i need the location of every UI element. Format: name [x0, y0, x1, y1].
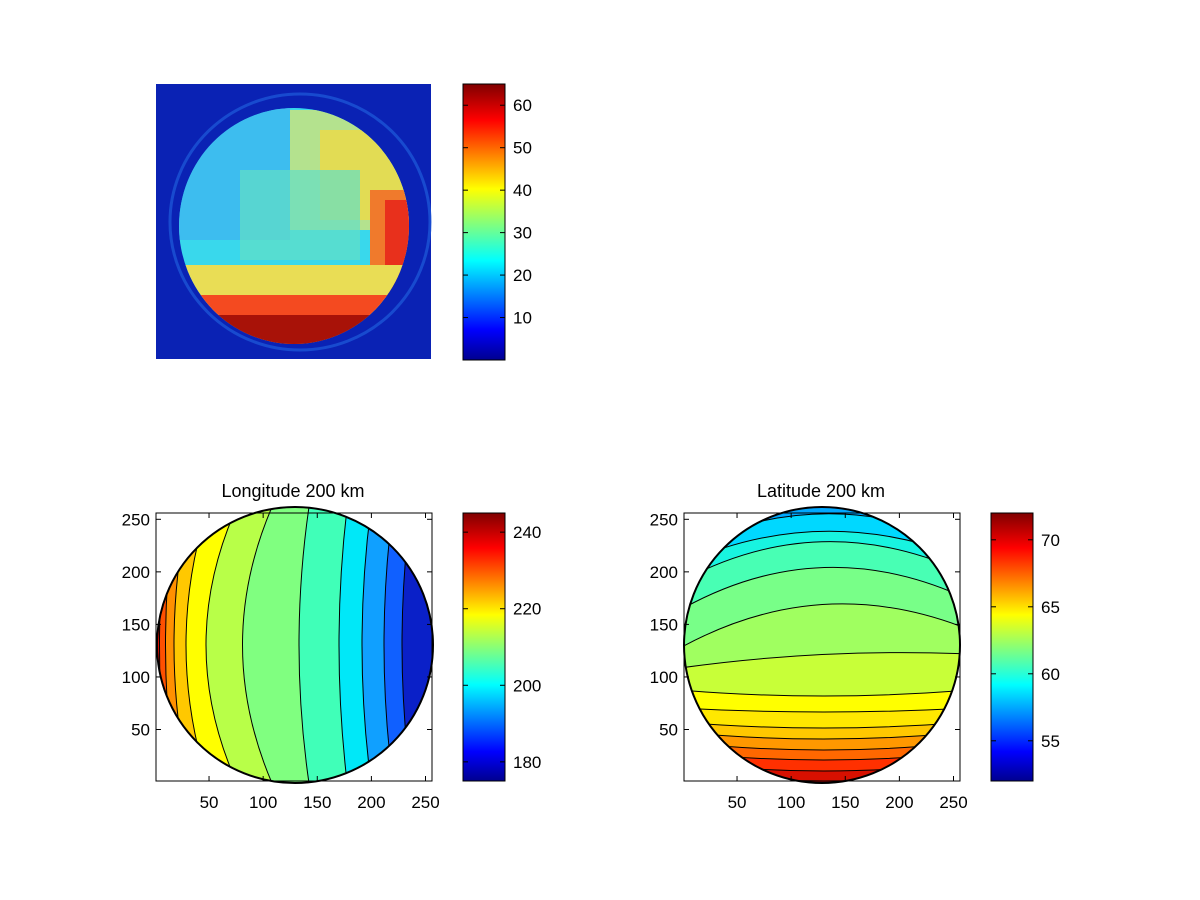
longitude-ytick-label: 250 [122, 510, 150, 529]
latitude-colorbar-tick-label: 60 [1041, 665, 1060, 684]
latitude-ytick-label: 200 [650, 563, 678, 582]
latitude-xtick-label: 250 [939, 793, 967, 812]
image-colorbar-tick-label: 40 [513, 181, 532, 200]
image-colorbar-tick-label: 10 [513, 309, 532, 328]
longitude-colorbar-tick-label: 220 [513, 600, 541, 619]
latitude-colorbar-tick-label: 70 [1041, 531, 1060, 550]
image-colorbar-tick-label: 20 [513, 266, 532, 285]
latitude-ytick-label: 150 [650, 615, 678, 634]
longitude-ytick-label: 200 [122, 563, 150, 582]
latitude-colorbar-tick-label: 55 [1041, 732, 1060, 751]
image-colorbar: 10 20 30 40 50 60 [462, 83, 532, 361]
image-colorbar-tick-label: 30 [513, 224, 532, 243]
longitude-ytick-label: 50 [131, 721, 150, 740]
latitude-colorbar-tick-label: 65 [1041, 598, 1060, 617]
longitude-xtick-label: 250 [411, 793, 439, 812]
longitude-xtick-label: 50 [200, 793, 219, 812]
latitude-panel: Latitude 200 km [650, 481, 968, 812]
longitude-colorbar-tick-label: 200 [513, 676, 541, 695]
latitude-colorbar: 55 60 65 70 [990, 512, 1060, 782]
latitude-xtick-label: 100 [777, 793, 805, 812]
longitude-contours [157, 507, 433, 783]
longitude-xtick-label: 150 [303, 793, 331, 812]
image-colorbar-tick-label: 60 [513, 96, 532, 115]
latitude-ytick-label: 50 [659, 721, 678, 740]
longitude-panel: Longitude 200 km [122, 481, 440, 812]
longitude-colorbar: 180 200 220 240 [462, 512, 541, 782]
latitude-title: Latitude 200 km [757, 481, 885, 501]
longitude-xtick-label: 100 [249, 793, 277, 812]
longitude-ytick-label: 100 [122, 668, 150, 687]
latitude-xtick-label: 50 [728, 793, 747, 812]
latitude-xtick-label: 150 [831, 793, 859, 812]
longitude-colorbar-tick-label: 240 [513, 523, 541, 542]
image-panel [156, 84, 432, 359]
longitude-xtick-label: 200 [357, 793, 385, 812]
longitude-ytick-label: 150 [122, 615, 150, 634]
longitude-colorbar-tick-label: 180 [513, 753, 541, 772]
latitude-xtick-label: 200 [885, 793, 913, 812]
latitude-ytick-label: 100 [650, 668, 678, 687]
longitude-title: Longitude 200 km [221, 481, 364, 501]
latitude-ytick-label: 250 [650, 510, 678, 529]
image-colorbar-tick-label: 50 [513, 139, 532, 158]
